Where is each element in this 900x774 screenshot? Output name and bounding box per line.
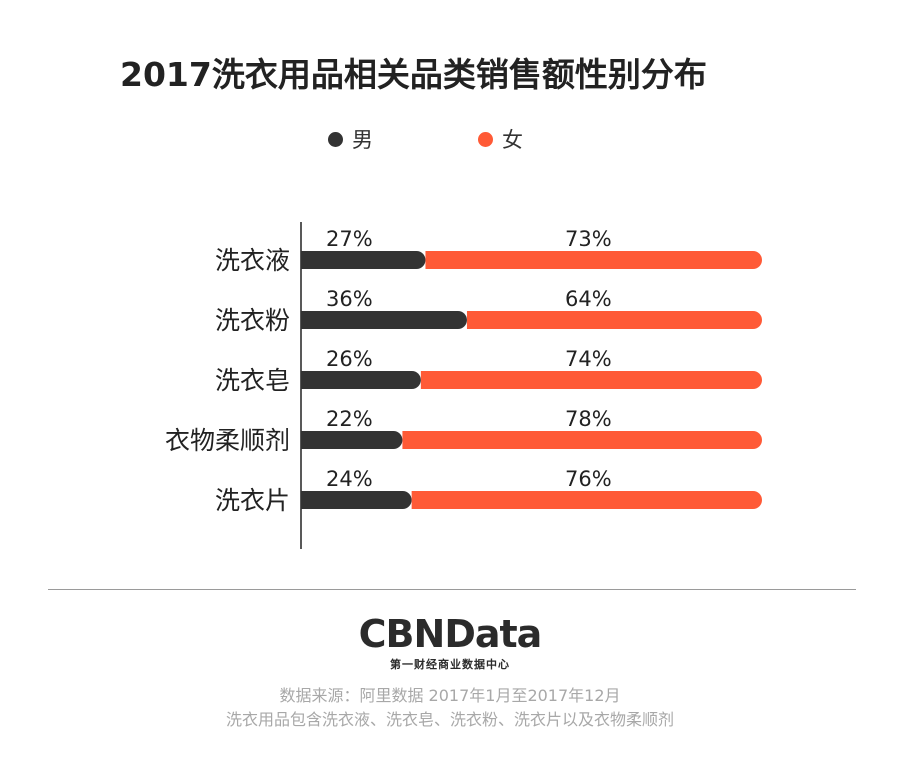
bar-female-3: [402, 431, 762, 449]
legend-item-male: 男: [328, 124, 373, 154]
brand-subtitle: 第一财经商业数据中心: [390, 658, 510, 671]
value-label-female-4: 76%: [565, 467, 612, 491]
chart-title: 2017洗衣用品相关品类销售额性别分布: [120, 55, 707, 94]
value-label-male-4: 24%: [326, 467, 373, 491]
bar-male-1: [301, 311, 467, 329]
bar-male-3: [301, 431, 403, 449]
bar-female-4: [411, 491, 762, 509]
legend-swatch-female: [478, 131, 493, 147]
category-label-4: 洗衣片: [215, 486, 290, 515]
value-label-female-0: 73%: [565, 227, 612, 251]
category-label-1: 洗衣粉: [215, 306, 290, 335]
bar-female-0: [425, 251, 762, 269]
value-label-female-3: 78%: [565, 407, 612, 431]
value-label-male-2: 26%: [326, 347, 373, 371]
scope-note: 洗衣用品包含洗衣液、洗衣皂、洗衣粉、洗衣片以及衣物柔顺剂: [225, 710, 674, 729]
value-label-female-2: 74%: [565, 347, 612, 371]
bar-male-2: [301, 371, 421, 389]
divider: [48, 589, 856, 590]
legend-label-male: 男: [352, 128, 373, 152]
value-label-male-3: 22%: [326, 407, 373, 431]
bar-male-0: [301, 251, 426, 269]
value-label-female-1: 64%: [565, 287, 612, 311]
brand-logo: CBNData: [358, 612, 543, 656]
legend-swatch-male: [328, 131, 343, 147]
legend-label-female: 女: [502, 128, 523, 152]
bar-male-4: [301, 491, 412, 509]
bar-female-1: [466, 311, 762, 329]
source-note: 数据来源：阿里数据 2017年1月至2017年12月: [279, 686, 621, 705]
legend-item-female: 女: [478, 124, 523, 154]
bar-chart: 洗衣液 27% 73% 洗衣粉 36% 64% 洗衣皂 26% 74% 衣物柔顺剂 22% 78% 洗衣…: [165, 222, 762, 549]
legend: 男 女: [328, 124, 523, 154]
category-label-3: 衣物柔顺剂: [165, 426, 290, 455]
category-label-0: 洗衣液: [215, 246, 290, 275]
category-label-2: 洗衣皂: [215, 366, 290, 395]
brand-block: CBNData 第一财经商业数据中心: [0, 614, 900, 672]
value-label-male-1: 36%: [326, 287, 373, 311]
value-label-male-0: 27%: [326, 227, 373, 251]
bar-female-2: [420, 371, 762, 389]
